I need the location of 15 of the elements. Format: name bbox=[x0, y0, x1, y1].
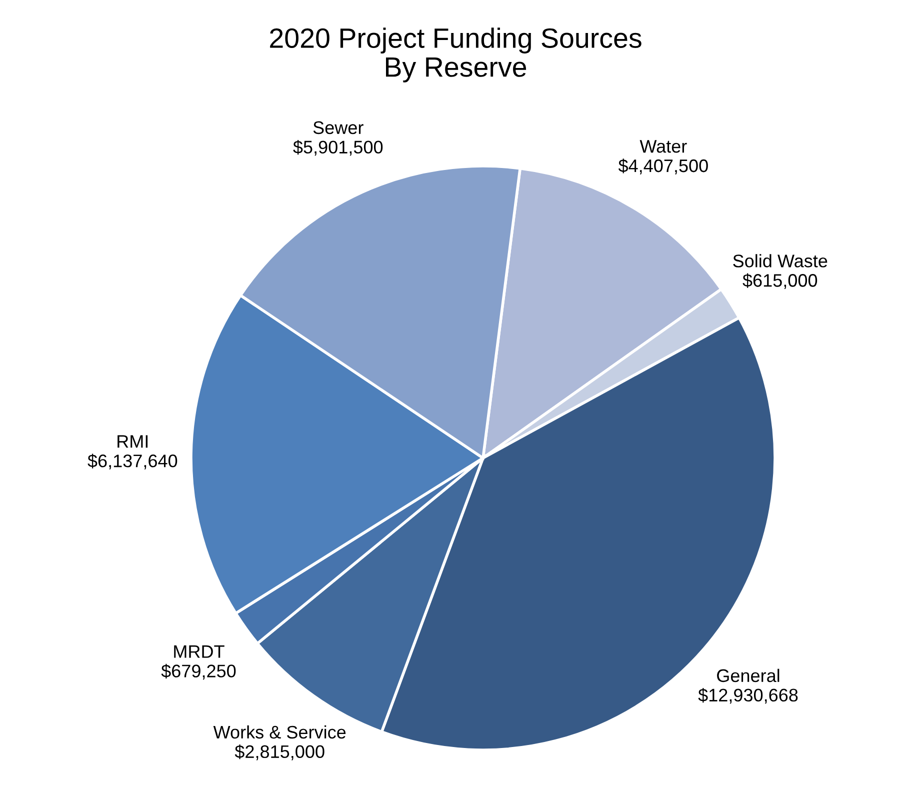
data-label: $5,901,500 bbox=[293, 140, 383, 156]
slice-label: Sewer bbox=[313, 121, 364, 134]
slice-label: Works & Service bbox=[213, 725, 346, 739]
chart-title: 2020 Project Funding Sources By Reserve bbox=[270, 28, 642, 82]
data-label: $12,930,668 bbox=[698, 688, 798, 704]
slice-label: Water bbox=[640, 140, 687, 153]
data-label: $6,137,640 bbox=[88, 454, 178, 470]
slice-label: RMI bbox=[118, 435, 148, 448]
data-label: $679,250 bbox=[161, 664, 236, 680]
slice-label: MRDT bbox=[174, 645, 224, 658]
data-label: $2,815,000 bbox=[234, 744, 324, 760]
data-label: $615,000 bbox=[742, 273, 818, 289]
data-label: $4,407,500 bbox=[618, 158, 708, 174]
slice-label: Solid Waste bbox=[733, 254, 828, 268]
slice-label: General bbox=[717, 668, 780, 682]
